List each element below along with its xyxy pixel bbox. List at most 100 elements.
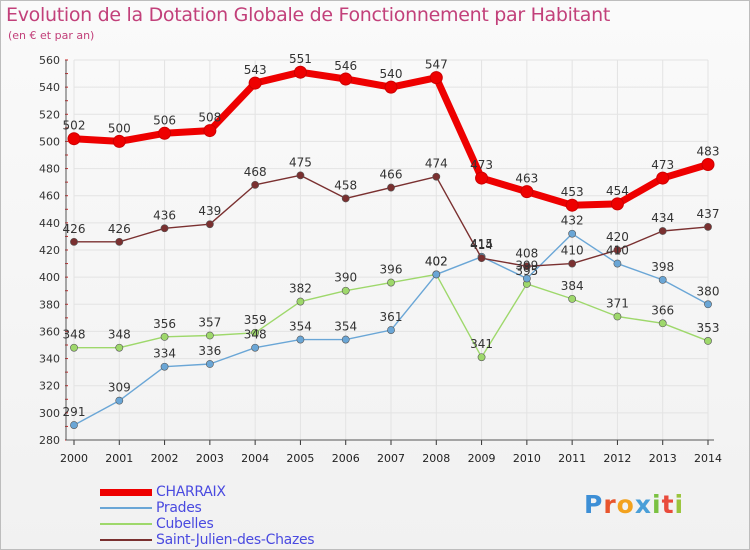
x-tick-label: 2012 bbox=[603, 452, 631, 465]
data-point-prades bbox=[432, 270, 441, 279]
y-tick-label: 300 bbox=[39, 407, 60, 420]
data-point-charraix bbox=[293, 65, 307, 79]
data-label-saint-julien-des-chazes: 410 bbox=[561, 244, 584, 258]
x-tick-label: 2009 bbox=[468, 452, 496, 465]
y-tick-label: 480 bbox=[39, 163, 60, 176]
data-point-saint-julien-des-chazes bbox=[115, 237, 124, 246]
data-label-saint-julien-des-chazes: 426 bbox=[108, 222, 131, 236]
y-tick-label: 280 bbox=[39, 434, 60, 447]
data-label-cubelles: 357 bbox=[198, 316, 221, 330]
data-label-saint-julien-des-chazes: 439 bbox=[198, 204, 221, 218]
data-point-prades bbox=[658, 275, 667, 284]
logo-letter: r bbox=[603, 490, 617, 519]
x-tick-label: 2008 bbox=[422, 452, 450, 465]
data-point-cubelles bbox=[387, 278, 395, 287]
y-tick-label: 440 bbox=[39, 217, 60, 230]
data-label-saint-julien-des-chazes: 434 bbox=[651, 211, 674, 225]
data-label-prades: 399 bbox=[515, 259, 538, 273]
y-tick-label: 500 bbox=[39, 135, 60, 148]
legend-item: Prades bbox=[100, 500, 314, 516]
data-point-prades bbox=[704, 300, 712, 309]
data-label-cubelles: 356 bbox=[153, 317, 176, 331]
legend-label: Saint-Julien-des-Chazes bbox=[156, 532, 315, 548]
data-point-saint-julien-des-chazes bbox=[387, 183, 395, 192]
data-label-prades: 334 bbox=[153, 347, 176, 361]
data-point-saint-julien-des-chazes bbox=[432, 172, 441, 181]
data-point-prades bbox=[568, 229, 577, 238]
x-tick-label: 2002 bbox=[151, 452, 179, 465]
logo-letter: i bbox=[652, 490, 662, 519]
data-label-saint-julien-des-chazes: 408 bbox=[515, 246, 538, 260]
x-tick-label: 2006 bbox=[332, 452, 360, 465]
data-point-prades bbox=[115, 396, 124, 405]
data-label-saint-julien-des-chazes: 474 bbox=[425, 157, 448, 171]
logo-letter: i bbox=[674, 490, 685, 519]
data-point-prades bbox=[70, 421, 78, 429]
data-point-saint-julien-des-chazes bbox=[477, 254, 486, 263]
data-label-saint-julien-des-chazes: 426 bbox=[63, 222, 86, 236]
data-label-charraix: 506 bbox=[153, 113, 176, 127]
data-label-cubelles: 348 bbox=[63, 328, 86, 342]
data-point-saint-julien-des-chazes bbox=[613, 246, 622, 254]
logo-letter: x bbox=[634, 490, 652, 519]
data-label-prades: 415 bbox=[470, 237, 493, 251]
legend-swatch bbox=[100, 523, 152, 525]
data-labels: 348 348 356 357 359 382 390 396 402 341 395 384 371 3… bbox=[63, 52, 720, 419]
y-tick-label: 540 bbox=[39, 81, 60, 94]
data-point-cubelles bbox=[341, 286, 350, 295]
data-label-prades: 410 bbox=[606, 244, 629, 258]
data-label-cubelles: 366 bbox=[651, 303, 674, 317]
data-point-charraix bbox=[475, 171, 489, 185]
data-label-charraix: 454 bbox=[606, 184, 629, 198]
y-tick-label: 320 bbox=[39, 380, 60, 393]
chart-title: Evolution de la Dotation Globale de Fonc… bbox=[6, 4, 611, 26]
x-tick-label: 2007 bbox=[377, 452, 405, 465]
data-label-cubelles: 395 bbox=[515, 264, 538, 278]
legend-label: Prades bbox=[156, 500, 202, 516]
x-tick-label: 2013 bbox=[649, 452, 677, 465]
data-label-saint-julien-des-chazes: 436 bbox=[153, 208, 176, 222]
data-label-cubelles: 371 bbox=[606, 297, 629, 311]
y-tick-label: 560 bbox=[39, 54, 60, 67]
y-tick-label: 340 bbox=[39, 353, 60, 366]
x-tick-label: 2000 bbox=[60, 452, 88, 465]
x-tick-label: 2004 bbox=[241, 452, 269, 465]
data-point-charraix bbox=[203, 124, 217, 138]
data-point-charraix bbox=[112, 134, 126, 148]
legend-item: CHARRAIX bbox=[100, 484, 314, 500]
data-point-charraix bbox=[158, 126, 172, 140]
data-label-cubelles: 402 bbox=[425, 254, 448, 268]
y-tick-label: 420 bbox=[39, 244, 60, 257]
x-tick-label: 2003 bbox=[196, 452, 224, 465]
data-point-cubelles bbox=[296, 297, 305, 306]
data-point-prades bbox=[522, 274, 531, 283]
data-label-charraix: 547 bbox=[425, 58, 448, 72]
data-label-cubelles: 353 bbox=[697, 321, 720, 335]
grid-lines bbox=[73, 59, 709, 441]
legend-swatch bbox=[100, 539, 152, 541]
data-point-charraix bbox=[701, 158, 715, 171]
data-label-saint-julien-des-chazes: 414 bbox=[470, 238, 493, 252]
data-point-prades bbox=[251, 343, 260, 352]
data-point-charraix bbox=[565, 198, 579, 212]
data-label-cubelles: 382 bbox=[289, 282, 312, 296]
data-label-prades: 402 bbox=[425, 254, 448, 268]
data-label-charraix: 473 bbox=[470, 158, 493, 172]
data-label-prades: 291 bbox=[63, 405, 86, 419]
data-label-prades: 432 bbox=[561, 214, 584, 228]
data-point-cubelles bbox=[658, 319, 667, 328]
data-label-saint-julien-des-chazes: 458 bbox=[334, 178, 357, 192]
y-tick-label: 360 bbox=[39, 325, 60, 338]
data-point-cubelles bbox=[477, 353, 486, 362]
x-tick-label: 2014 bbox=[694, 452, 722, 465]
data-point-prades bbox=[205, 360, 214, 368]
data-point-cubelles bbox=[160, 332, 169, 341]
data-label-cubelles: 384 bbox=[561, 279, 584, 293]
data-label-prades: 354 bbox=[289, 320, 312, 334]
x-tick-label: 2011 bbox=[558, 452, 586, 465]
data-point-charraix bbox=[384, 80, 398, 94]
data-point-saint-julien-des-chazes bbox=[341, 194, 350, 203]
data-label-saint-julien-des-chazes: 475 bbox=[289, 155, 312, 169]
legend-label: Cubelles bbox=[156, 516, 214, 532]
data-label-prades: 380 bbox=[697, 284, 720, 298]
